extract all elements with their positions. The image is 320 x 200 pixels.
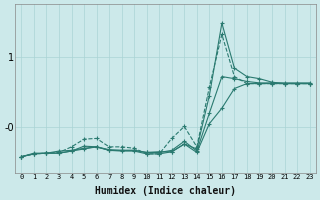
X-axis label: Humidex (Indice chaleur): Humidex (Indice chaleur) xyxy=(95,186,236,196)
